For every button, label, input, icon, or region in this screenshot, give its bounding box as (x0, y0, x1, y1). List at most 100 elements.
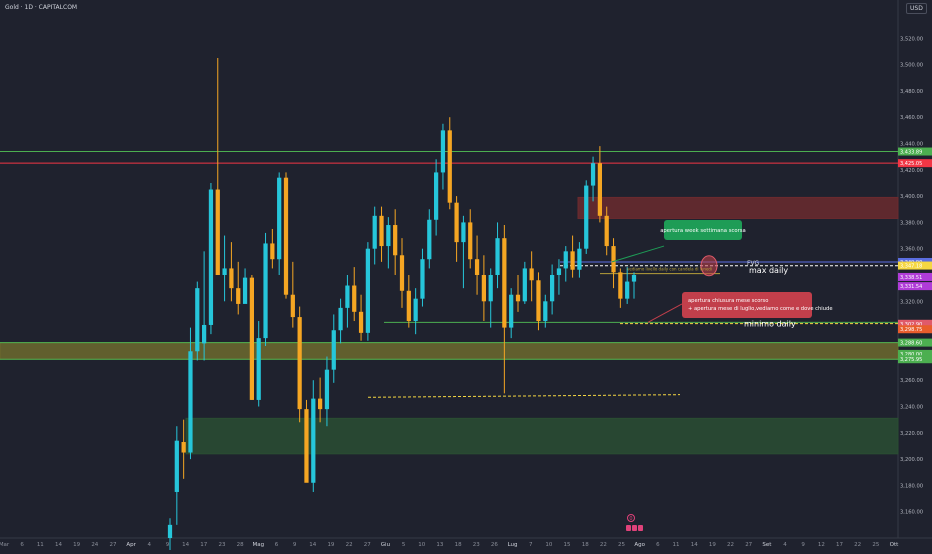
candle-body (590, 163, 596, 186)
price-label-bg (898, 282, 932, 291)
candle-body (249, 277, 254, 400)
candle-body (181, 442, 186, 453)
y-tick-label: 3,500.00 (900, 63, 923, 69)
y-tick-label: 3,240.00 (900, 405, 923, 411)
candle-body (543, 301, 548, 322)
currency-button[interactable]: USD (906, 3, 927, 14)
y-tick-label: 3,200.00 (900, 457, 923, 463)
candle-body (631, 275, 637, 282)
candle-body (625, 281, 630, 299)
candle-body (195, 288, 200, 352)
candle-body (563, 251, 568, 269)
y-tick-label: 3,260.00 (900, 378, 923, 384)
x-tick-label: 18 (582, 542, 589, 548)
candle-body (365, 248, 370, 333)
candle-body (440, 130, 446, 173)
event-icon (626, 525, 631, 531)
candle-body (242, 277, 248, 304)
x-tick-label: Giu (381, 542, 390, 548)
x-tick-label: 25 (618, 542, 625, 548)
x-tick-label: 10 (418, 542, 425, 548)
candle-body (570, 251, 575, 270)
candle-body (318, 398, 323, 410)
y-tick-label: 3,220.00 (900, 431, 923, 437)
x-tick-label: 4 (148, 542, 152, 548)
x-tick-label: 19 (709, 542, 716, 548)
price-label-bg (898, 159, 932, 168)
event-icon (638, 525, 643, 531)
x-tick-label: 11 (673, 542, 680, 548)
candle-body (174, 440, 179, 492)
candle-body (488, 275, 493, 302)
price-label-bg (898, 349, 932, 358)
candle-body (188, 351, 193, 453)
x-tick-label: 9 (166, 542, 170, 548)
x-tick-label: 6 (275, 542, 279, 548)
x-tick-label: 9 (801, 542, 805, 548)
candle-body (167, 524, 173, 538)
candle-body (611, 246, 616, 273)
x-tick-label: 19 (327, 542, 334, 548)
y-tick-label: 3,400.00 (900, 194, 923, 200)
x-tick-label: 18 (455, 542, 462, 548)
price-label: 3,298.75 (900, 327, 922, 333)
price-label: 3,288.60 (900, 341, 922, 347)
y-tick-label: 3,160.00 (900, 510, 923, 516)
price-label-bg (898, 325, 932, 334)
candle-body (393, 225, 398, 256)
price-label: 3,302.90 (900, 322, 922, 328)
candle-body (420, 259, 425, 299)
minimo-daily-label: minimo daily (744, 320, 796, 329)
candle-body (406, 290, 411, 322)
candle-body (434, 172, 439, 220)
price-label: 3,280.00 (900, 352, 922, 358)
candle-body (345, 285, 350, 308)
y-tick-label: 3,420.00 (900, 168, 923, 174)
x-tick-label: 14 (55, 542, 62, 548)
candle-body (584, 185, 589, 249)
candle-body (256, 338, 261, 400)
candle-body (352, 285, 357, 312)
candle-body (297, 317, 302, 410)
candle-body (536, 280, 541, 322)
candle-body (454, 202, 459, 243)
candle-body (208, 189, 214, 325)
x-tick-label: 22 (727, 542, 734, 548)
event-marker-label: 0 (629, 516, 632, 522)
candle-body (331, 330, 336, 370)
candle-body (379, 215, 384, 247)
x-tick-label: 19 (73, 542, 80, 548)
red-callout-text: + apertura mese di luglio,vediamo come e… (688, 306, 833, 312)
dashed-trendline (367, 394, 681, 398)
symbol-label[interactable]: Gold · 1D · CAPITALCOM (5, 4, 78, 11)
candle-body (495, 238, 500, 275)
x-tick-label: 22 (346, 542, 353, 548)
x-tick-label: 17 (200, 542, 207, 548)
fvg-marker (700, 255, 718, 277)
candle-body (604, 215, 609, 247)
x-tick-label: 6 (656, 542, 660, 548)
candle-body (338, 307, 343, 331)
candle-body (468, 222, 473, 260)
yellow-zone (0, 342, 899, 360)
x-tick-label: 14 (691, 542, 698, 548)
x-tick-label: 7 (529, 542, 533, 548)
candle-body (202, 324, 207, 344)
price-label-bg (898, 272, 932, 281)
x-tick-label: Ott (890, 542, 899, 548)
callout-pointer (647, 303, 683, 323)
event-icon (632, 525, 637, 531)
candle-body (290, 294, 295, 318)
x-tick-label: 26 (491, 542, 498, 548)
candle-body (311, 398, 316, 483)
candle-body (447, 130, 452, 203)
candle-body (222, 268, 227, 275)
price-label-bg (898, 319, 932, 328)
candle-body (427, 219, 432, 260)
max-daily-label: max daily (749, 266, 788, 275)
green-zone (185, 417, 899, 455)
x-tick-label: Apr (126, 542, 136, 548)
